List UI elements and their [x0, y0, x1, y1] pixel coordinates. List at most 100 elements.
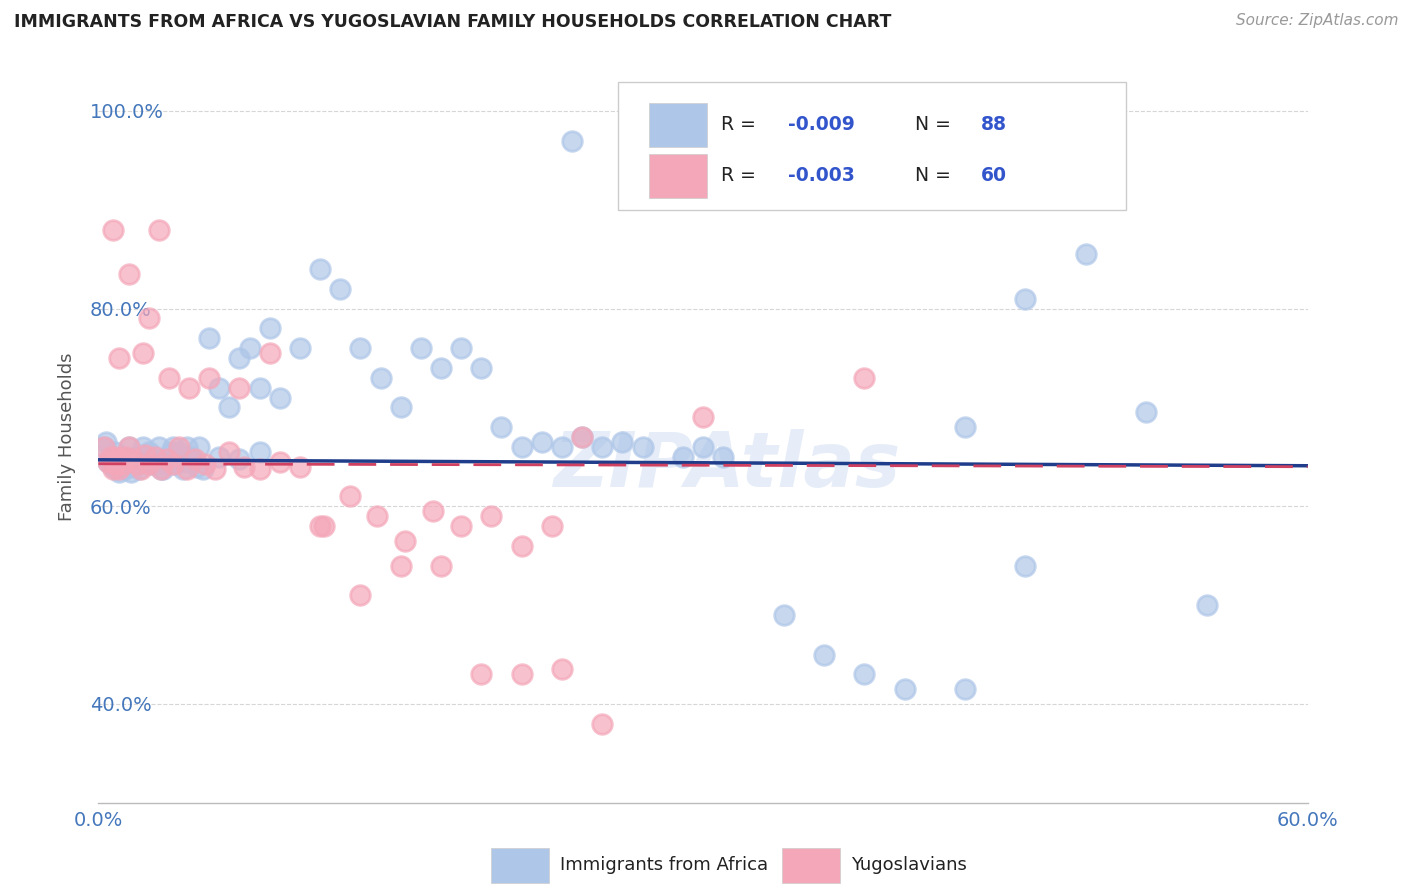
- Point: [107, 465, 129, 479]
- Point: [138, 311, 160, 326]
- Text: R =: R =: [721, 167, 762, 186]
- Point: [149, 461, 172, 475]
- Point: [93, 440, 115, 454]
- Point: [101, 461, 124, 475]
- Point: [118, 267, 141, 281]
- Point: [349, 341, 371, 355]
- Point: [107, 451, 129, 466]
- Point: [188, 440, 211, 454]
- Point: [198, 331, 221, 345]
- Point: [571, 430, 593, 444]
- Point: [591, 716, 613, 731]
- Point: [194, 457, 217, 471]
- Point: [510, 440, 533, 454]
- Point: [134, 448, 156, 462]
- Point: [167, 450, 190, 464]
- Point: [110, 457, 132, 471]
- Text: 88: 88: [981, 115, 1007, 135]
- Point: [228, 451, 250, 466]
- Point: [288, 341, 311, 355]
- Point: [510, 667, 533, 681]
- Point: [530, 435, 553, 450]
- Point: [118, 440, 141, 454]
- Point: [132, 346, 155, 360]
- Point: [853, 667, 876, 681]
- Point: [1014, 558, 1036, 573]
- Point: [309, 262, 332, 277]
- Text: N =: N =: [915, 167, 956, 186]
- Point: [551, 440, 574, 454]
- Point: [288, 459, 311, 474]
- Point: [124, 457, 146, 471]
- Point: [176, 440, 198, 454]
- Text: -0.003: -0.003: [787, 167, 855, 186]
- Point: [249, 445, 271, 459]
- Point: [186, 459, 208, 474]
- Point: [813, 648, 835, 662]
- Point: [370, 371, 392, 385]
- Point: [143, 450, 166, 464]
- Point: [138, 445, 160, 459]
- Point: [179, 381, 201, 395]
- Point: [103, 457, 125, 471]
- Point: [208, 381, 231, 395]
- Point: [115, 456, 138, 470]
- Point: [143, 450, 166, 464]
- Point: [1074, 247, 1097, 261]
- Point: [180, 450, 202, 464]
- Point: [349, 588, 371, 602]
- Point: [218, 401, 240, 415]
- Point: [470, 360, 492, 375]
- Point: [114, 461, 136, 475]
- Point: [259, 321, 281, 335]
- Text: -0.009: -0.009: [787, 115, 855, 135]
- Point: [96, 435, 118, 450]
- Point: [156, 451, 179, 466]
- Point: [103, 445, 125, 459]
- Point: [101, 450, 124, 464]
- Point: [470, 667, 492, 681]
- Text: 60: 60: [981, 167, 1007, 186]
- Point: [561, 134, 583, 148]
- Point: [269, 391, 291, 405]
- Text: R =: R =: [721, 115, 762, 135]
- Point: [97, 455, 120, 469]
- FancyBboxPatch shape: [648, 103, 707, 146]
- Point: [692, 440, 714, 454]
- Point: [218, 445, 240, 459]
- Point: [107, 461, 129, 475]
- Text: Immigrants from Africa: Immigrants from Africa: [561, 856, 769, 874]
- Y-axis label: Family Households: Family Households: [58, 353, 76, 521]
- Point: [148, 222, 170, 236]
- Point: [105, 461, 128, 475]
- Point: [329, 282, 352, 296]
- Point: [135, 451, 157, 466]
- Point: [105, 450, 128, 464]
- Point: [571, 430, 593, 444]
- Point: [711, 450, 734, 464]
- Point: [125, 457, 148, 471]
- Point: [692, 410, 714, 425]
- Point: [389, 401, 412, 415]
- Point: [132, 440, 155, 454]
- Point: [1195, 598, 1218, 612]
- Point: [853, 371, 876, 385]
- Point: [156, 451, 179, 466]
- Point: [208, 450, 231, 464]
- Text: IMMIGRANTS FROM AFRICA VS YUGOSLAVIAN FAMILY HOUSEHOLDS CORRELATION CHART: IMMIGRANTS FROM AFRICA VS YUGOSLAVIAN FA…: [14, 13, 891, 31]
- Point: [510, 539, 533, 553]
- Point: [893, 682, 915, 697]
- Point: [125, 457, 148, 471]
- Point: [309, 519, 332, 533]
- Point: [97, 455, 120, 469]
- Point: [184, 451, 207, 466]
- Point: [128, 461, 150, 475]
- FancyBboxPatch shape: [492, 848, 550, 883]
- Point: [139, 457, 162, 471]
- Point: [174, 455, 197, 469]
- FancyBboxPatch shape: [782, 848, 839, 883]
- Point: [121, 451, 143, 466]
- Point: [631, 440, 654, 454]
- Point: [193, 461, 215, 475]
- Point: [100, 450, 122, 464]
